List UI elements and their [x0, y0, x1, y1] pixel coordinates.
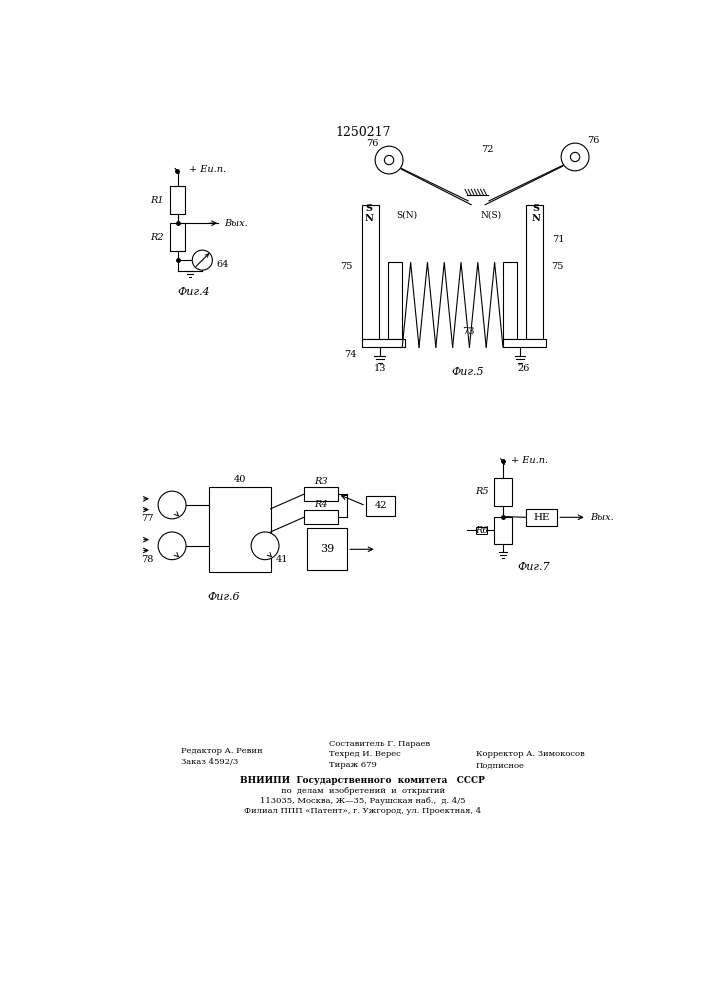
- Circle shape: [251, 532, 279, 560]
- Bar: [362, 205, 379, 339]
- Bar: [170, 223, 185, 251]
- Circle shape: [385, 155, 394, 165]
- Text: R2: R2: [150, 233, 163, 242]
- Text: 39: 39: [320, 544, 334, 554]
- Text: Фиг.5: Фиг.5: [452, 367, 484, 377]
- Text: N(S): N(S): [480, 211, 501, 220]
- Text: Редактор А. Ревин: Редактор А. Ревин: [182, 747, 263, 755]
- Text: N: N: [365, 214, 373, 223]
- Text: N: N: [532, 214, 541, 223]
- Text: 78: 78: [141, 555, 153, 564]
- Text: 26: 26: [518, 364, 530, 373]
- Text: 41: 41: [276, 555, 288, 564]
- Text: Вых.: Вых.: [590, 513, 614, 522]
- Circle shape: [158, 532, 186, 560]
- Text: Техред И. Верес: Техред И. Верес: [329, 750, 400, 758]
- Bar: [503, 339, 547, 347]
- Text: 75: 75: [340, 262, 353, 271]
- Text: R6: R6: [475, 526, 489, 535]
- Bar: [170, 186, 185, 214]
- Bar: [362, 339, 405, 347]
- Text: 13: 13: [373, 364, 386, 373]
- Text: Вых.: Вых.: [224, 219, 247, 228]
- Bar: [494, 517, 512, 544]
- Text: Фиг.7: Фиг.7: [518, 562, 550, 572]
- Text: 74: 74: [344, 350, 356, 359]
- Text: 75: 75: [551, 262, 563, 271]
- Text: S(N): S(N): [397, 211, 417, 220]
- Bar: [307, 528, 347, 570]
- Circle shape: [192, 250, 212, 270]
- Text: Фиг.6: Фиг.6: [208, 592, 240, 602]
- Text: 113035, Москва, Ж—35, Раушская наб.,  д. 4/5: 113035, Москва, Ж—35, Раушская наб., д. …: [260, 797, 465, 805]
- Circle shape: [571, 152, 580, 162]
- Text: 76: 76: [366, 139, 378, 148]
- Text: 72: 72: [481, 145, 493, 154]
- Circle shape: [158, 491, 186, 519]
- Text: R4: R4: [314, 500, 327, 509]
- Text: 71: 71: [553, 235, 565, 244]
- Bar: [366, 496, 395, 516]
- Text: S: S: [366, 204, 373, 213]
- Text: R3: R3: [314, 477, 327, 486]
- Bar: [304, 510, 338, 524]
- Text: 40: 40: [233, 475, 246, 484]
- Circle shape: [561, 143, 589, 171]
- Text: Корректор А. Зимокосов: Корректор А. Зимокосов: [476, 750, 585, 758]
- Text: Подписное: Подписное: [476, 761, 525, 769]
- Bar: [503, 262, 517, 339]
- Text: 76: 76: [588, 136, 600, 145]
- Text: R1: R1: [150, 196, 163, 205]
- Text: Тираж 679: Тираж 679: [329, 761, 377, 769]
- Text: 77: 77: [141, 514, 153, 523]
- Text: по  делам  изобретений  и  открытий: по делам изобретений и открытий: [281, 787, 445, 795]
- Text: 42: 42: [374, 501, 387, 510]
- Text: Филиал ППП «Патент», г. Ужгород, ул. Проектная, 4: Филиал ППП «Патент», г. Ужгород, ул. Про…: [244, 807, 481, 815]
- Bar: [476, 527, 486, 534]
- Text: Заказ 4592/3: Заказ 4592/3: [182, 758, 239, 766]
- Text: ВНИИПИ  Государственного  комитета   СССР: ВНИИПИ Государственного комитета СССР: [240, 776, 485, 785]
- Circle shape: [375, 146, 403, 174]
- Text: 64: 64: [216, 260, 228, 269]
- Bar: [209, 487, 271, 572]
- Text: S: S: [533, 204, 540, 213]
- Bar: [388, 262, 402, 339]
- Text: 1250217: 1250217: [335, 126, 390, 139]
- Text: R5: R5: [475, 487, 489, 496]
- Bar: [526, 205, 543, 339]
- Bar: [526, 509, 557, 526]
- Text: + Еи.п.: + Еи.п.: [510, 456, 548, 465]
- Text: Фиг.4: Фиг.4: [177, 287, 210, 297]
- Bar: [304, 487, 338, 501]
- Text: НЕ: НЕ: [534, 513, 550, 522]
- Text: 73: 73: [462, 327, 474, 336]
- Text: + Еи.п.: + Еи.п.: [189, 165, 226, 174]
- Text: Составитель Г. Параев: Составитель Г. Параев: [329, 740, 430, 748]
- Bar: [494, 478, 512, 506]
